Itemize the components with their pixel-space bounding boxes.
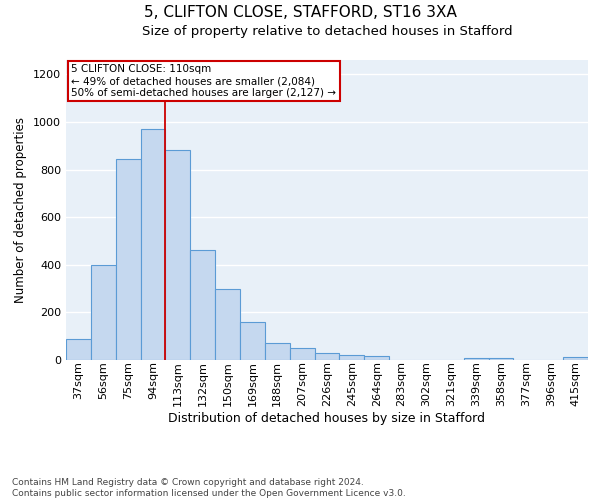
X-axis label: Distribution of detached houses by size in Stafford: Distribution of detached houses by size … (169, 412, 485, 425)
Bar (215, 288, 240, 360)
Bar (116, 159, 140, 360)
Bar (66, 338, 91, 360)
Bar (464, 358, 488, 360)
Bar (190, 250, 215, 360)
Text: 5, CLIFTON CLOSE, STAFFORD, ST16 3XA: 5, CLIFTON CLOSE, STAFFORD, ST16 3XA (143, 5, 457, 20)
Bar (91, 265, 116, 360)
Bar (563, 357, 588, 360)
Bar (140, 129, 166, 360)
Bar (240, 322, 265, 360)
Bar (314, 353, 340, 360)
Y-axis label: Number of detached properties: Number of detached properties (14, 117, 28, 303)
Bar (340, 355, 364, 360)
Bar (364, 356, 389, 360)
Text: Contains HM Land Registry data © Crown copyright and database right 2024.
Contai: Contains HM Land Registry data © Crown c… (12, 478, 406, 498)
Bar (166, 150, 190, 360)
Bar (488, 358, 514, 360)
Bar (265, 344, 290, 360)
Bar (290, 348, 314, 360)
Title: Size of property relative to detached houses in Stafford: Size of property relative to detached ho… (142, 25, 512, 38)
Text: 5 CLIFTON CLOSE: 110sqm
← 49% of detached houses are smaller (2,084)
50% of semi: 5 CLIFTON CLOSE: 110sqm ← 49% of detache… (71, 64, 336, 98)
